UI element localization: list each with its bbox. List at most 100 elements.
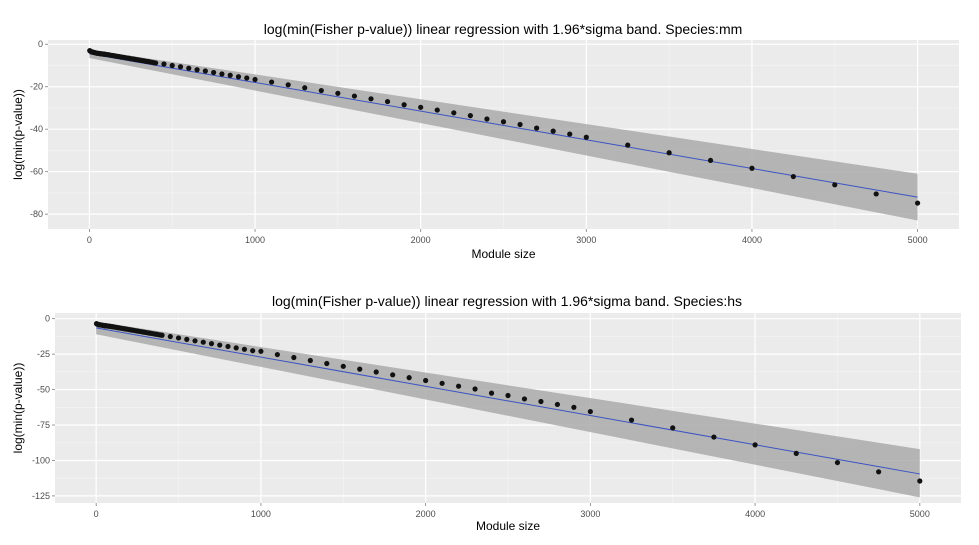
- data-point: [711, 434, 717, 440]
- y-tick-label: -20: [30, 82, 43, 92]
- data-point: [917, 478, 923, 484]
- data-point: [517, 121, 523, 128]
- data-point: [666, 150, 672, 156]
- data-point: [274, 351, 280, 358]
- y-tick-label: -75: [37, 420, 50, 430]
- data-point: [192, 338, 198, 344]
- data-point: [161, 61, 167, 67]
- data-point: [587, 408, 593, 415]
- data-point: [177, 64, 184, 70]
- data-point: [628, 417, 635, 423]
- data-point: [202, 68, 208, 74]
- data-point: [250, 348, 256, 354]
- data-point: [625, 142, 631, 148]
- data-point: [186, 65, 192, 71]
- data-point: [269, 79, 275, 85]
- data-point: [175, 335, 182, 341]
- data-point: [554, 401, 561, 408]
- data-point: [467, 113, 473, 119]
- data-point: [439, 380, 445, 386]
- data-point: [834, 459, 841, 466]
- data-point: [219, 71, 225, 77]
- chart-panel-2: 0 1000 2000 3000 4000 5000 0 -25 -50 -75 -100 -125 l…: [11, 293, 961, 533]
- data-point: [167, 333, 173, 340]
- data-point: [521, 396, 528, 402]
- data-point: [406, 375, 412, 381]
- y-axis-title: log(min(p-value)): [11, 89, 25, 180]
- x-tick-label: 0: [94, 509, 99, 519]
- x-tick-label: 5000: [910, 509, 930, 519]
- x-tick-label: 5000: [908, 235, 928, 245]
- data-point: [258, 348, 264, 354]
- data-point: [384, 98, 391, 105]
- y-tick-label: -40: [30, 124, 43, 134]
- regression-line: [89, 53, 918, 198]
- confidence-band: [96, 321, 920, 498]
- data-point: [335, 90, 341, 96]
- regression-line: [96, 327, 920, 475]
- data-point: [484, 116, 490, 122]
- data-point: [534, 125, 540, 131]
- data-point: [914, 200, 921, 206]
- data-point: [418, 104, 424, 110]
- data-point: [472, 386, 478, 392]
- x-tick-label: 3000: [580, 509, 600, 519]
- chart-title: log(min(Fisher p-value)) linear regressi…: [264, 21, 743, 37]
- data-point: [434, 107, 440, 113]
- y-axis-title: log(min(p-value)): [11, 363, 25, 454]
- data-point: [373, 369, 379, 375]
- data-point: [873, 191, 879, 197]
- data-point: [244, 75, 250, 81]
- data-point: [169, 62, 175, 69]
- data-point: [793, 450, 799, 456]
- data-point: [211, 69, 217, 76]
- y-tick-label: -25: [37, 349, 50, 359]
- y-tick-label: -125: [32, 491, 50, 501]
- data-point: [567, 131, 573, 137]
- x-tick-label: 3000: [576, 235, 596, 245]
- data-point: [153, 60, 159, 66]
- data-point: [200, 339, 206, 345]
- data-point: [455, 383, 462, 389]
- chart-panel-1: 0 1000 2000 3000 4000 5000 0 -20 -40 -60 -80 log(mi…: [11, 21, 959, 261]
- data-point: [340, 363, 346, 369]
- chart-title: log(min(Fisher p-value)) linear regressi…: [272, 293, 742, 309]
- y-tick-label: -60: [30, 167, 43, 177]
- data-point: [318, 87, 324, 94]
- data-point: [217, 342, 223, 348]
- data-point: [752, 442, 758, 448]
- data-point: [252, 76, 258, 83]
- x-axis-title: Module size: [471, 247, 535, 261]
- data-point: [291, 354, 297, 361]
- data-point: [571, 404, 577, 410]
- y-tick-label: -100: [32, 455, 50, 465]
- data-point: [351, 93, 358, 99]
- x-tick-label: 1000: [245, 235, 265, 245]
- data-point: [749, 165, 755, 171]
- y-tick-label: 0: [45, 314, 50, 324]
- data-point: [488, 390, 495, 396]
- y-tick-label: 0: [38, 39, 43, 49]
- data-point: [790, 173, 796, 180]
- data-point: [500, 119, 507, 125]
- data-point: [241, 346, 248, 352]
- data-point: [208, 341, 215, 347]
- data-point: [225, 343, 231, 350]
- data-point: [876, 469, 882, 475]
- data-point: [233, 345, 239, 351]
- y-tick-label: -80: [30, 209, 43, 219]
- data-point: [324, 360, 330, 367]
- data-point: [235, 74, 242, 80]
- data-point: [505, 392, 511, 399]
- data-point: [227, 72, 233, 78]
- confidence-band: [89, 49, 918, 221]
- x-tick-label: 2000: [411, 235, 431, 245]
- data-point: [302, 85, 308, 91]
- data-point: [368, 96, 374, 102]
- data-point: [357, 366, 363, 372]
- data-point: [184, 336, 190, 342]
- x-tick-label: 4000: [742, 235, 762, 245]
- x-tick-label: 2000: [416, 509, 436, 519]
- data-point: [307, 357, 313, 364]
